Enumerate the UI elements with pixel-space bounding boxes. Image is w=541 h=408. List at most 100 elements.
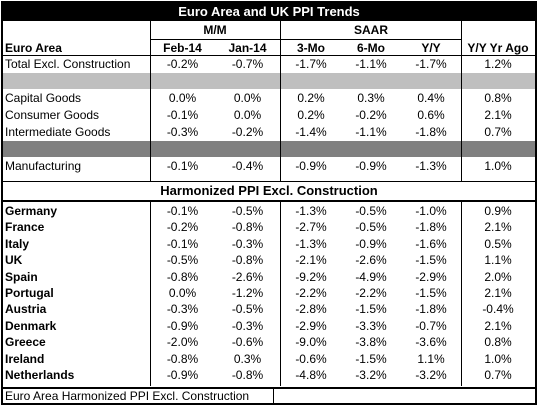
cell-y-y-yr-ago: 0.9% — [484, 204, 512, 218]
cell-feb-14: 0.0% — [168, 91, 197, 105]
cell-y-y-yr-ago: 0.5% — [484, 236, 512, 251]
cell-jan-14: -0.5% — [231, 204, 264, 218]
cell-jan-14: -2.6% — [231, 269, 264, 284]
cell-6-mo: -3.8% — [355, 335, 387, 350]
country-label: France — [5, 220, 45, 235]
cell-feb-14: -0.8% — [166, 269, 199, 284]
cell-jan-14: -0.3% — [231, 236, 264, 251]
group-header-mm: M/M — [203, 23, 227, 37]
column-header-y-y-yr-ago: Y/Y Yr Ago — [467, 41, 529, 55]
cell-feb-14: -0.1% — [166, 236, 199, 251]
cell-feb-14: -0.9% — [166, 368, 199, 382]
row-label: Intermediate Goods — [5, 125, 111, 139]
country-label: Ireland — [5, 351, 45, 366]
cell-jan-14: -0.4% — [231, 159, 264, 173]
cell-y-y: 1.1% — [417, 351, 445, 366]
cell-6-mo: -0.2% — [355, 108, 387, 122]
cell-y-y: -3.6% — [415, 335, 447, 350]
cell-jan-14: -0.6% — [231, 335, 264, 350]
cell-3-mo: -0.9% — [295, 159, 327, 173]
cell-feb-14: -0.2% — [166, 220, 199, 235]
row-label: Consumer Goods — [5, 108, 100, 122]
cell-feb-14: -0.8% — [166, 351, 199, 366]
cell-3-mo: -2.7% — [295, 220, 327, 235]
column-header-label: Euro Area — [5, 41, 62, 55]
cell-3-mo: -2.1% — [295, 253, 327, 268]
cell-jan-14: -0.8% — [231, 253, 264, 268]
cell-feb-14: -0.1% — [166, 108, 199, 122]
cell-y-y-yr-ago: 2.0% — [484, 269, 512, 284]
cell-feb-14: -2.0% — [166, 335, 199, 350]
table-footnote: Euro Area Harmonized PPI Excl. Construct… — [5, 389, 250, 403]
cell-3-mo: -2.2% — [295, 286, 327, 300]
country-label: Denmark — [5, 318, 57, 333]
cell-y-y-yr-ago: 2.1% — [484, 286, 512, 300]
cell-3-mo: -1.7% — [295, 57, 327, 71]
cell-jan-14: -0.3% — [231, 318, 264, 333]
cell-y-y-yr-ago: 2.1% — [484, 318, 512, 333]
country-label: Greece — [5, 335, 46, 350]
cell-jan-14: 0.0% — [233, 108, 262, 122]
separator-band — [3, 73, 535, 89]
cell-6-mo: -0.5% — [355, 220, 387, 235]
cell-6-mo: -1.1% — [355, 57, 387, 71]
cell-y-y: -0.7% — [415, 318, 447, 333]
cell-y-y: -1.5% — [415, 253, 447, 268]
country-label: Netherlands — [5, 368, 75, 382]
cell-y-y: -1.8% — [415, 125, 447, 139]
cell-feb-14: -0.2% — [166, 57, 199, 71]
cell-y-y-yr-ago: 1.2% — [484, 57, 512, 71]
cell-3-mo: -4.8% — [295, 368, 327, 382]
column-header-feb-14: Feb-14 — [163, 41, 202, 55]
row-label: Total Excl. Construction — [5, 57, 131, 71]
cell-y-y: -1.7% — [415, 57, 447, 71]
cell-6-mo: -3.3% — [355, 318, 387, 333]
country-label: Austria — [5, 302, 47, 317]
cell-jan-14: -0.8% — [231, 220, 264, 235]
cell-y-y: 0.4% — [417, 91, 445, 105]
cell-y-y-yr-ago: 0.8% — [484, 91, 512, 105]
cell-y-y: -1.6% — [415, 236, 447, 251]
cell-feb-14: -0.3% — [166, 302, 199, 317]
country-label: Germany — [5, 204, 58, 218]
cell-feb-14: -0.1% — [166, 204, 199, 218]
cell-6-mo: -0.9% — [355, 159, 387, 173]
separator-band — [3, 141, 535, 157]
cell-jan-14: -0.5% — [231, 302, 264, 317]
column-header-jan-14: Jan-14 — [228, 41, 267, 55]
cell-6-mo: -4.9% — [355, 269, 387, 284]
cell-3-mo: -1.3% — [295, 204, 327, 218]
cell-y-y: -1.0% — [415, 204, 447, 218]
cell-6-mo: -1.5% — [355, 351, 387, 366]
cell-3-mo: -2.8% — [295, 302, 327, 317]
cell-y-y: -1.3% — [415, 159, 447, 173]
cell-feb-14: -0.3% — [166, 125, 199, 139]
cell-jan-14: -0.8% — [231, 368, 264, 382]
cell-3-mo: 0.2% — [297, 91, 325, 105]
cell-3-mo: -2.9% — [295, 318, 327, 333]
cell-y-y-yr-ago: 0.7% — [484, 125, 512, 139]
country-label: Portugal — [5, 286, 54, 300]
cell-3-mo: -0.6% — [295, 351, 327, 366]
cell-y-y: 0.6% — [417, 108, 445, 122]
row-label: Manufacturing — [5, 159, 82, 173]
country-label: Spain — [5, 269, 38, 284]
cell-y-y-yr-ago: 1.1% — [484, 253, 512, 268]
cell-6-mo: -2.6% — [355, 253, 387, 268]
cell-feb-14: -0.5% — [166, 253, 199, 268]
cell-y-y: -1.8% — [415, 302, 447, 317]
cell-3-mo: -9.2% — [295, 269, 327, 284]
country-label: UK — [5, 253, 23, 268]
harmonized-section-title: Harmonized PPI Excl. Construction — [160, 183, 378, 198]
cell-6-mo: -1.5% — [355, 302, 387, 317]
cell-y-y-yr-ago: 2.1% — [484, 108, 512, 122]
column-header-6-mo: 6-Mo — [357, 41, 385, 55]
column-header-3-mo: 3-Mo — [297, 41, 325, 55]
column-header-y-y: Y/Y — [421, 41, 441, 55]
table-title: Euro Area and UK PPI Trends — [3, 3, 535, 21]
cell-6-mo: -1.1% — [355, 125, 387, 139]
cell-feb-14: 0.0% — [168, 286, 197, 300]
row-label: Capital Goods — [5, 91, 82, 105]
country-label: Italy — [5, 236, 30, 251]
